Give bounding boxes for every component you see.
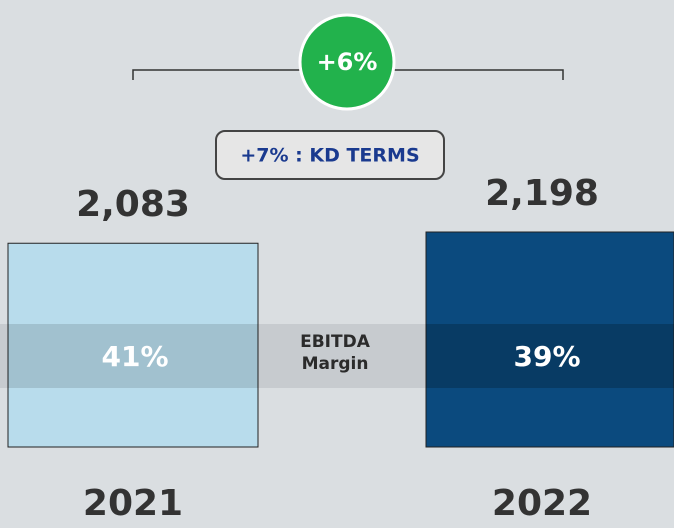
value-label: 2,083 xyxy=(76,184,190,225)
x-tick-label: 2021 xyxy=(83,483,183,524)
bar xyxy=(425,231,674,448)
margin-label: EBITDA Margin xyxy=(300,332,370,374)
margin-value: 41% xyxy=(101,340,168,373)
value-label: 2,198 xyxy=(485,173,599,214)
x-tick-label: 2022 xyxy=(492,483,592,524)
margin-band-bar xyxy=(8,324,258,388)
change-label: +6% xyxy=(317,48,378,76)
margin-value: 39% xyxy=(513,340,580,373)
margin-band-bar xyxy=(426,324,674,388)
kd-label: +7% : KD TERMS xyxy=(240,145,419,167)
change-badge xyxy=(298,13,396,111)
kd-box xyxy=(215,130,445,180)
bar xyxy=(7,242,259,448)
